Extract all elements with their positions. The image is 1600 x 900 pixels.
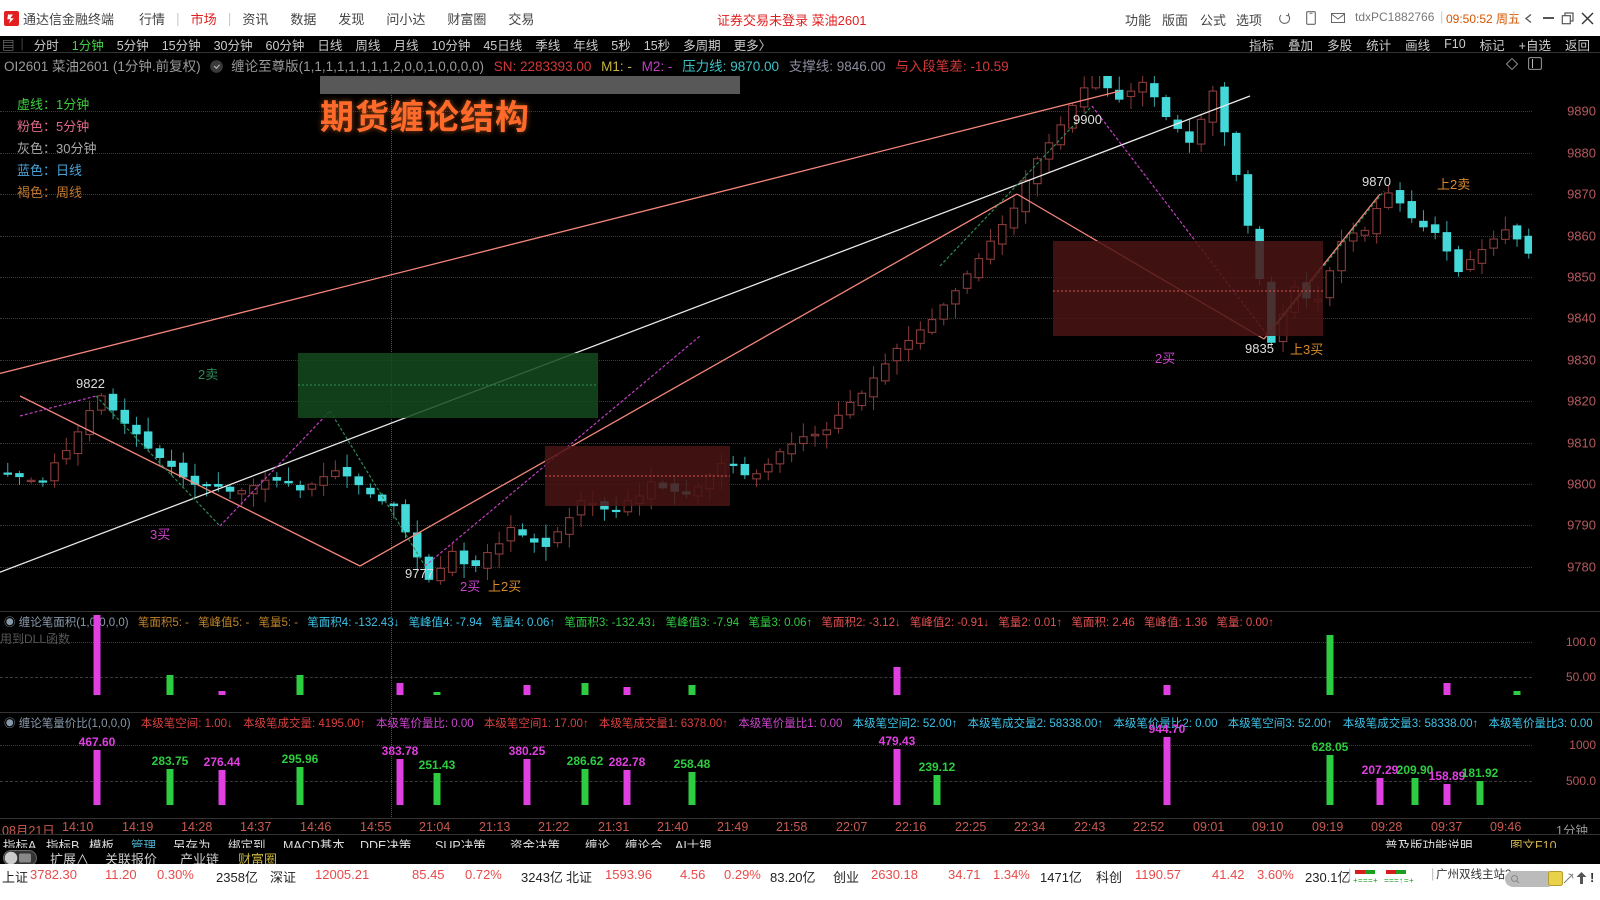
svg-text:+: + [1409,876,1414,885]
svg-text:+: + [1373,876,1378,885]
svg-text:↑: ↑ [1399,876,1403,885]
